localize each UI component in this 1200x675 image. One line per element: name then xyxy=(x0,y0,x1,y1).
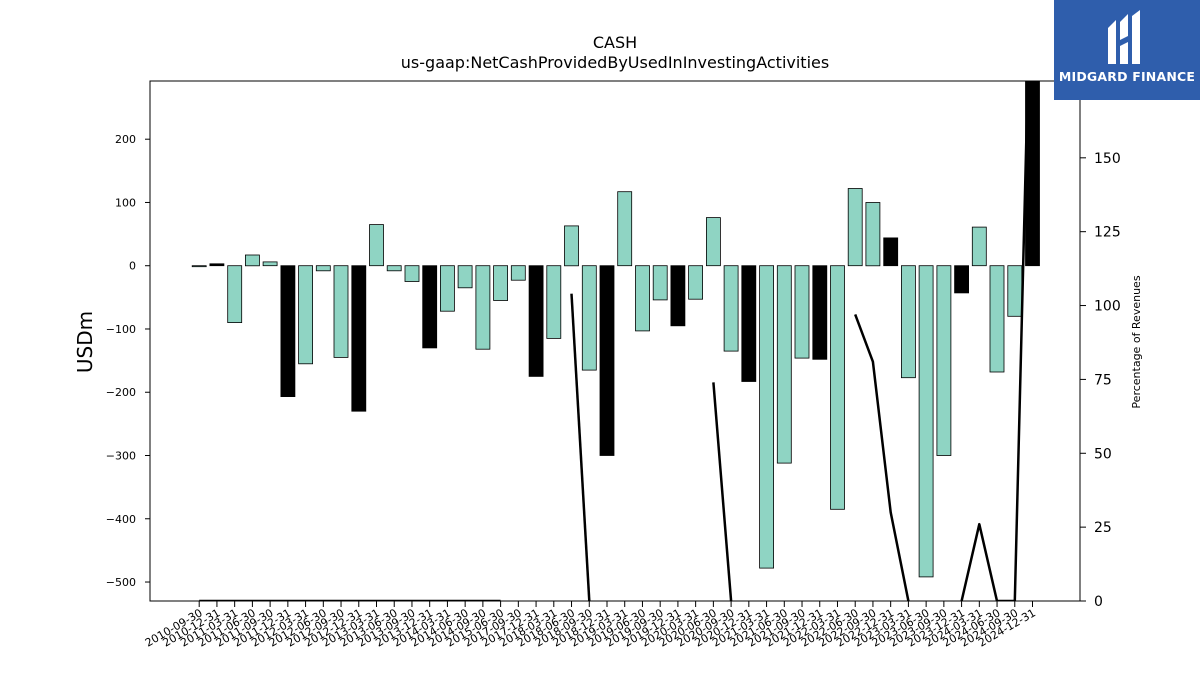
midgard-logo-icon xyxy=(1108,10,1140,64)
bar xyxy=(812,265,828,360)
brand-name: MIDGARD FINANCE xyxy=(1058,69,1196,84)
bar xyxy=(227,265,243,324)
bar xyxy=(191,265,207,268)
bar xyxy=(918,265,934,578)
plot-frame xyxy=(149,80,1081,602)
bar xyxy=(847,188,863,267)
bar xyxy=(706,217,721,267)
bar xyxy=(439,265,455,312)
bar xyxy=(1025,81,1040,267)
plot-marks xyxy=(191,81,1040,601)
y-tick-label: 0 xyxy=(129,260,136,273)
bar xyxy=(688,265,703,300)
bar xyxy=(333,265,349,358)
bar xyxy=(883,237,899,267)
bar xyxy=(617,191,633,267)
y-tick-label: 100 xyxy=(115,196,136,209)
y-axis-label: USDm xyxy=(73,311,97,373)
bar xyxy=(564,225,579,267)
bar xyxy=(652,265,668,301)
brand-logo: MIDGARD FINANCE xyxy=(1054,0,1200,100)
bar xyxy=(759,265,774,569)
y2-tick-label: 0 xyxy=(1094,594,1103,610)
bar xyxy=(280,265,296,398)
bar xyxy=(776,265,792,464)
percentage-line xyxy=(570,293,591,601)
bar xyxy=(475,265,491,350)
y-tick-label: −300 xyxy=(106,450,136,463)
bar xyxy=(315,265,331,272)
bar xyxy=(989,265,1005,373)
bar xyxy=(670,265,686,327)
chart-subtitle: us-gaap:NetCashProvidedByUsedInInvesting… xyxy=(401,53,829,72)
bar xyxy=(546,265,562,339)
bar xyxy=(635,265,650,332)
bar xyxy=(723,265,739,352)
y-tick-label: −400 xyxy=(106,513,136,526)
y-tick-label: −500 xyxy=(106,576,136,589)
bar xyxy=(528,265,544,377)
bar xyxy=(262,261,278,267)
bar xyxy=(351,265,367,412)
y-tick-label: 200 xyxy=(115,133,136,146)
y2-axis-label: Percentage of Revenues xyxy=(1130,275,1143,408)
y2-tick-label: 150 xyxy=(1094,151,1121,167)
bar xyxy=(741,265,757,382)
bar xyxy=(404,265,420,282)
bar xyxy=(830,265,845,510)
y2-tick-label: 50 xyxy=(1094,446,1112,462)
bar xyxy=(209,263,225,267)
y2-tick-label: 25 xyxy=(1094,520,1112,536)
bar xyxy=(936,265,952,456)
bar xyxy=(971,226,987,267)
y2-tick-label: 75 xyxy=(1094,372,1112,388)
bar xyxy=(794,265,810,359)
y2-tick-label: 125 xyxy=(1094,225,1121,241)
bar xyxy=(901,265,916,379)
bar xyxy=(244,254,260,267)
y-tick-label: −200 xyxy=(106,386,136,399)
bar xyxy=(865,202,881,267)
bar xyxy=(457,265,473,289)
chart-title: CASH xyxy=(593,33,637,52)
bar xyxy=(954,265,969,294)
bar xyxy=(298,265,314,365)
y2-tick-label: 100 xyxy=(1094,299,1121,315)
bar xyxy=(493,265,509,301)
bar xyxy=(599,265,615,456)
bar xyxy=(386,265,402,272)
bar xyxy=(510,265,526,281)
bar xyxy=(422,265,438,349)
percentage-line xyxy=(712,382,733,601)
bar xyxy=(581,265,597,371)
bar xyxy=(369,224,384,267)
percentage-line xyxy=(854,313,910,601)
bar xyxy=(1007,265,1023,317)
plot-area: 200 100 0 −100 −200 −300 −400 −500 0 25 50 75 100 125… xyxy=(106,77,1121,650)
y-tick-label: −100 xyxy=(106,323,136,336)
percentage-line xyxy=(960,81,1030,601)
